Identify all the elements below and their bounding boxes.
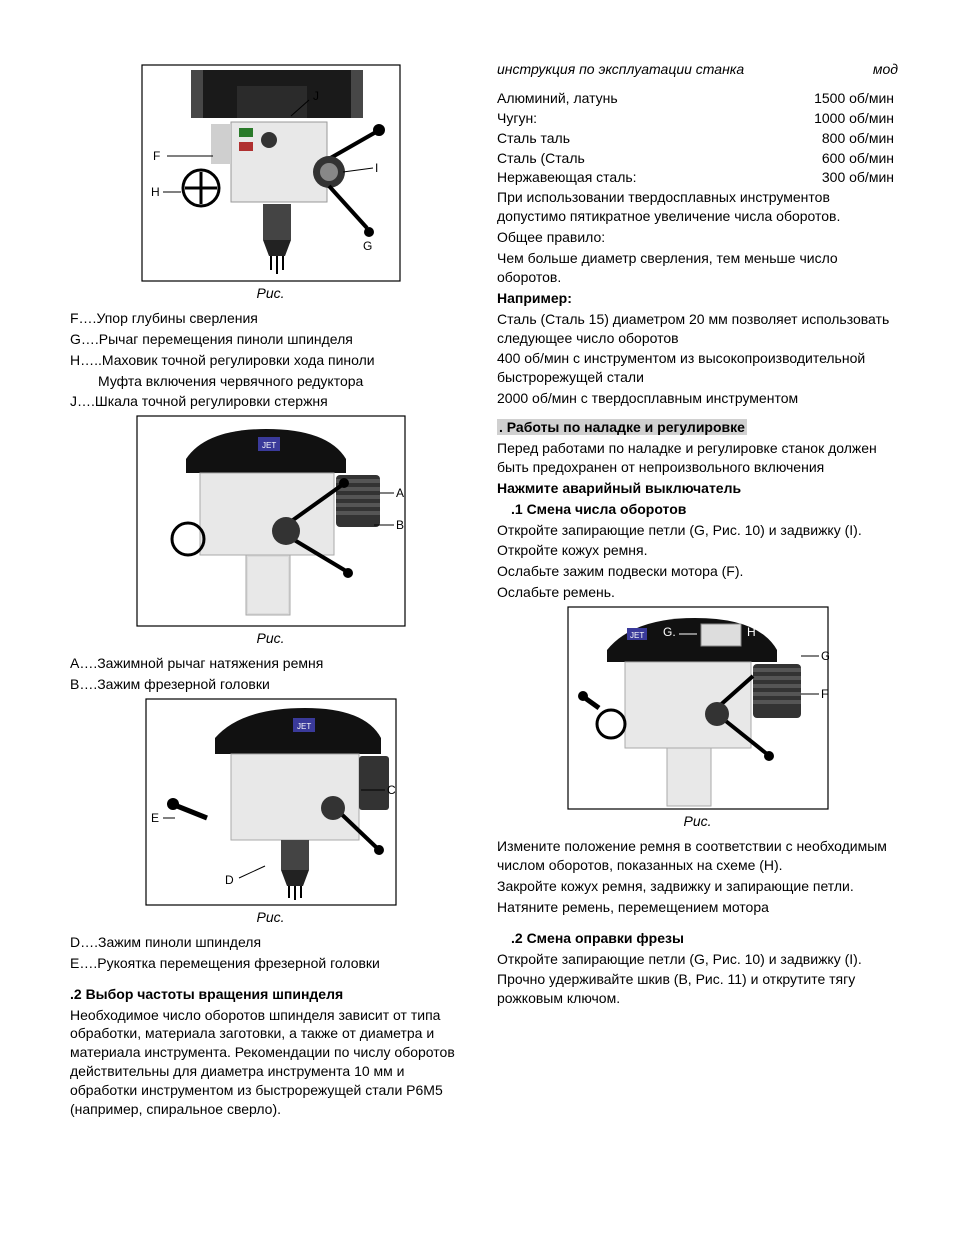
right-column: инструкция по эксплуатации станка мод Ал… — [497, 60, 898, 1195]
figure-10-svg: JET G. H G F — [567, 606, 829, 810]
legend-9-D: D….Зажим пиноли шпинделя — [70, 933, 471, 952]
speed-table: Алюминий, латунь 1500 об/мин Чугун: 1000 об… — [497, 89, 898, 187]
svg-text:JET: JET — [262, 441, 276, 450]
fig10-label-G2: G — [821, 649, 829, 663]
section-7-p1: Перед работами по наладке и регулировке … — [497, 439, 898, 477]
legend-7-H2: Муфта включения червячного редуктора — [70, 372, 471, 391]
fig9-label-D: D — [225, 873, 234, 887]
svg-text:JET: JET — [297, 722, 311, 731]
speed-material: Чугун: — [497, 109, 537, 128]
speed-value: 600 об/мин — [822, 149, 894, 168]
section-6-2-title: .2 Выбор частоты вращения шпинделя — [70, 985, 471, 1004]
svg-text:JET: JET — [630, 631, 644, 640]
speed-value: 1500 об/мин — [814, 89, 894, 108]
fig7-label-H: H — [151, 185, 160, 199]
speed-material: Алюминий, латунь — [497, 89, 618, 108]
fig10-after1: Измените положение ремня в соответствии … — [497, 837, 898, 875]
fig10-label-G1: G. — [663, 625, 676, 639]
right-ex3: 2000 об/мин с твердосплавным инструменто… — [497, 389, 898, 408]
section-7-1-p3: Ослабьте зажим подвески мотора (F). — [497, 562, 898, 581]
right-example-head: Например: — [497, 289, 898, 308]
figure-7-svg: J I G H F — [141, 64, 401, 282]
speed-row: Сталь таль 800 об/мин — [497, 129, 898, 148]
figure-10-caption: Рис. — [497, 812, 898, 831]
figure-7-caption: Рис. — [70, 284, 471, 303]
section-7-title: . Работы по наладке и регулировке — [497, 419, 747, 435]
page-header: инструкция по эксплуатации станка мод — [497, 60, 898, 79]
fig10-after2: Закройте кожух ремня, задвижку и запираю… — [497, 877, 898, 896]
figure-8-svg: JET A B — [136, 415, 406, 627]
figure-9-caption: Рис. — [70, 908, 471, 927]
section-6-2-body: Необходимое число оборотов шпинделя зави… — [70, 1006, 471, 1119]
section-7-2-p2: Прочно удерживайте шкив (B, Рис. 11) и о… — [497, 970, 898, 1008]
fig7-label-I: I — [375, 161, 378, 175]
fig9-label-E: E — [151, 811, 159, 825]
legend-7-J: J….Шкала точной регулировки стержня — [70, 392, 471, 411]
fig8-label-B: B — [396, 518, 404, 532]
section-7-1-p4: Ослабьте ремень. — [497, 583, 898, 602]
speed-material: Сталь таль — [497, 129, 570, 148]
speed-value: 800 об/мин — [822, 129, 894, 148]
fig7-label-F: F — [153, 149, 160, 163]
right-p2: Общее правило: — [497, 228, 898, 247]
fig10-after3: Натяните ремень, перемещением мотора — [497, 898, 898, 917]
speed-material: Нержавеющая сталь: — [497, 168, 637, 187]
speed-value: 1000 об/мин — [814, 109, 894, 128]
fig7-label-G: G — [363, 239, 372, 253]
right-p3: Чем больше диаметр сверления, тем меньше… — [497, 249, 898, 287]
speed-row: Сталь (Сталь 600 об/мин — [497, 149, 898, 168]
section-7-2-title: .2 Смена оправки фрезы — [497, 929, 898, 948]
figure-8: JET A B — [70, 415, 471, 627]
section-7-1-p2: Откройте кожух ремня. — [497, 541, 898, 560]
speed-row: Нержавеющая сталь: 300 об/мин — [497, 168, 898, 187]
left-column: J I G H F — [70, 60, 471, 1195]
fig7-label-J: J — [313, 89, 319, 103]
legend-7-H: H…..Маховик точной регулировки хода пино… — [70, 351, 471, 370]
legend-8-B: B….Зажим фрезерной головки — [70, 675, 471, 694]
fig9-label-C: C — [387, 783, 396, 797]
legend-9-E: E….Рукоятка перемещения фрезерной головк… — [70, 954, 471, 973]
speed-row: Алюминий, латунь 1500 об/мин — [497, 89, 898, 108]
figure-10: JET G. H G F — [497, 606, 898, 810]
speed-value: 300 об/мин — [822, 168, 894, 187]
figure-7: J I G H F — [70, 64, 471, 282]
header-right: мод — [873, 60, 898, 79]
right-ex2: 400 об/мин с инструментом из высокопроиз… — [497, 349, 898, 387]
figure-8-caption: Рис. — [70, 629, 471, 648]
fig8-label-A: A — [396, 486, 404, 500]
right-p1: При использовании твердосплавных инструм… — [497, 188, 898, 226]
figure-9-svg: JET C E — [145, 698, 397, 906]
section-7-2-p1: Откройте запирающие петли (G, Рис. 10) и… — [497, 950, 898, 969]
legend-7-G: G….Рычаг перемещения пиноли шпинделя — [70, 330, 471, 349]
legend-8-A: A….Зажимной рычаг натяжения ремня — [70, 654, 471, 673]
fig10-label-H: H — [747, 625, 756, 639]
section-7-1-title: .1 Смена числа оборотов — [497, 500, 898, 519]
fig10-label-F: F — [821, 687, 828, 701]
section-7-1-p1: Откройте запирающие петли (G, Рис. 10) и… — [497, 521, 898, 540]
figure-9: JET C E — [70, 698, 471, 906]
section-7-p2: Нажмите аварийный выключатель — [497, 479, 898, 498]
header-left: инструкция по эксплуатации станка — [497, 60, 744, 79]
speed-row: Чугун: 1000 об/мин — [497, 109, 898, 128]
speed-material: Сталь (Сталь — [497, 149, 585, 168]
legend-7-F: F….Упор глубины сверления — [70, 309, 471, 328]
right-ex1: Сталь (Сталь 15) диаметром 20 мм позволя… — [497, 310, 898, 348]
